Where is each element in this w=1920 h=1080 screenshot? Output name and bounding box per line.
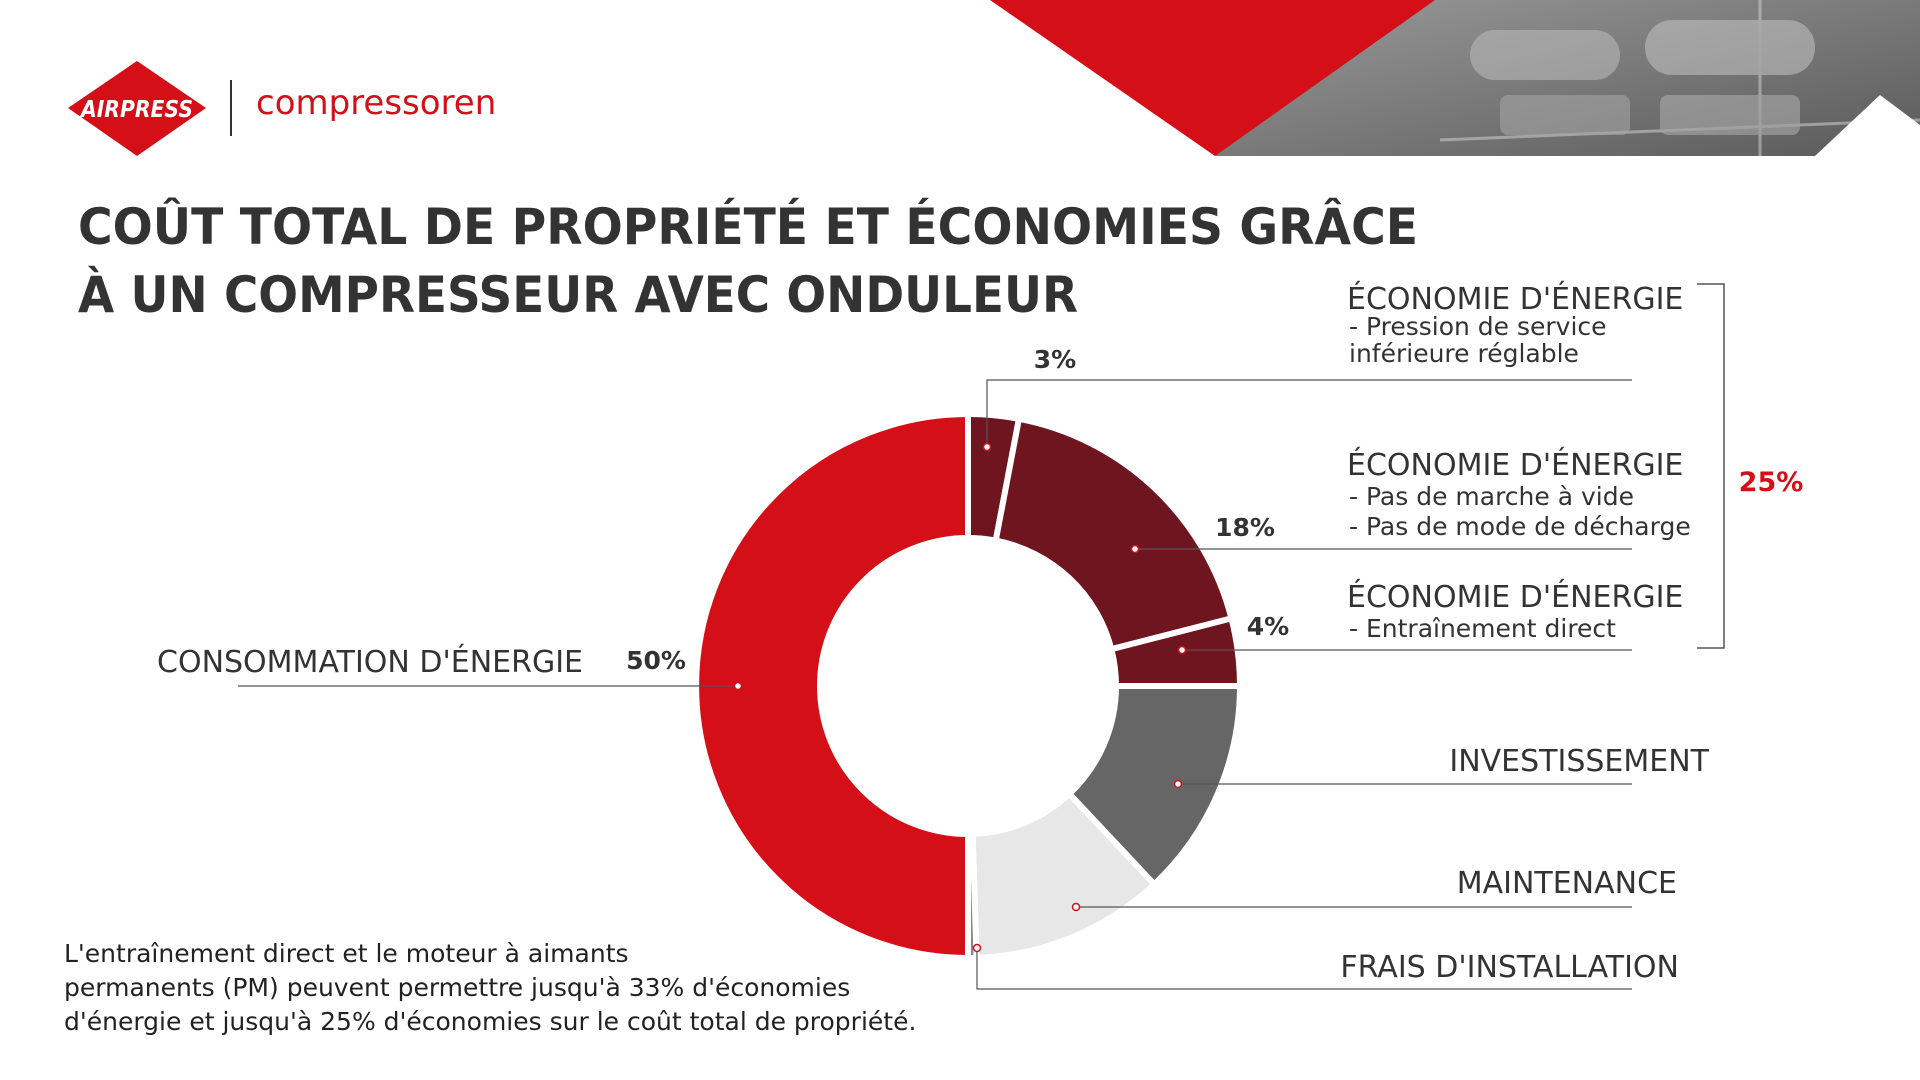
brand-logo: AIRPRESS compressoren [68,61,496,156]
label-s1-sub-1: - Pression de service [1349,312,1607,341]
leader-line-s6 [976,948,1632,990]
pct-label-s7: 50% [626,646,686,675]
leader-line-s1 [986,379,1632,447]
page-title-line-2: À UN COMPRESSEUR AVEC ONDULEUR [78,265,1078,324]
label-s7: CONSOMMATION D'ÉNERGIE [157,644,583,680]
label-s5: MAINTENANCE [1457,866,1677,901]
leader-lines [238,379,1632,990]
leader-dot-s2 [1130,544,1140,554]
label-s1-title: ÉCONOMIE D'ÉNERGIE [1347,281,1683,317]
leader-dot-s1 [982,442,992,452]
label-s2-sub-1: - Pas de marche à vide [1349,482,1634,511]
leader-dot-s4 [1173,779,1183,789]
leader-dots [733,442,1187,953]
header-red-triangle [990,0,1435,156]
footnote: L'entraînement direct et le moteur à aim… [64,939,916,1036]
compressor-tanks-photo [1439,0,1920,156]
leader-dot-s6 [972,943,982,953]
page-title-line-1: COÛT TOTAL DE PROPRIÉTÉ ET ÉCONOMIES GRÂ… [78,197,1418,256]
brand-tagline: compressoren [256,83,496,123]
leader-dot-s5 [1071,902,1081,912]
label-s3-sub-1: - Entraînement direct [1349,614,1616,643]
leader-dot-s7 [733,681,743,691]
legend-right: ÉCONOMIE D'ÉNERGIE - Pression de service… [157,281,1710,985]
leader-dot-s3 [1177,645,1187,655]
label-s4: INVESTISSEMENT [1449,744,1709,779]
footnote-line-1: L'entraînement direct et le moteur à aim… [64,939,629,968]
pct-label-s3: 4% [1247,612,1289,641]
logo-text: AIRPRESS [79,97,193,123]
savings-bracket: 25% [1697,283,1804,649]
savings-group-total: 25% [1739,467,1804,498]
label-s6: FRAIS D'INSTALLATION [1340,950,1679,985]
label-s2-sub-2: - Pas de mode de décharge [1349,512,1691,541]
pct-label-s1: 3% [1034,345,1076,374]
pct-label-s2: 18% [1215,513,1275,542]
donut-slice-s2 [992,415,1236,653]
footnote-line-3: d'énergie et jusqu'à 25% d'économies sur… [64,1007,916,1036]
logo-diamond [68,61,206,156]
footnote-line-2: permanents (PM) peuvent permettre jusqu'… [64,973,850,1002]
header-white-diamond [1815,95,1920,156]
bracket-line [1697,283,1725,649]
donut-slice-s4 [1065,683,1244,889]
header-banner [990,0,1920,156]
donut-chart [693,410,1244,962]
label-s1-sub-2: inférieure réglable [1349,339,1579,368]
label-s3-title: ÉCONOMIE D'ÉNERGIE [1347,579,1683,615]
donut-slice-s7 [693,410,971,962]
label-s2-title: ÉCONOMIE D'ÉNERGIE [1347,447,1683,483]
